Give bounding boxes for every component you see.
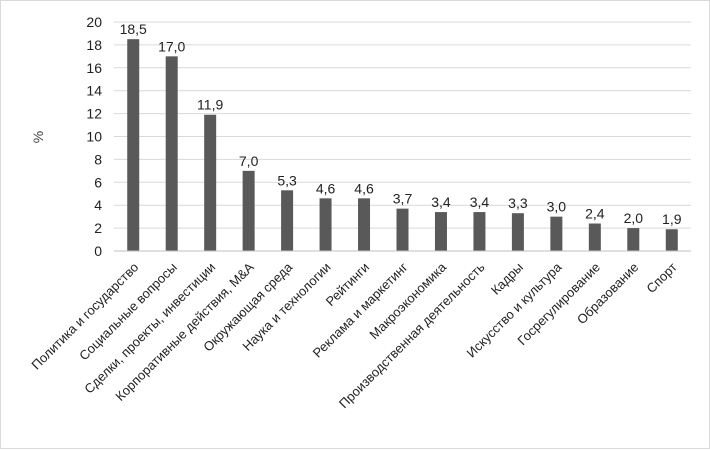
y-tick-label: 14 xyxy=(86,83,102,99)
data-label: 1,9 xyxy=(662,211,682,227)
data-label: 3,7 xyxy=(393,191,413,207)
y-tick-label: 0 xyxy=(94,243,102,259)
y-tick-label: 16 xyxy=(86,60,102,76)
bar xyxy=(627,228,640,251)
bar xyxy=(396,208,409,251)
y-tick-label: 18 xyxy=(86,37,102,53)
bar xyxy=(319,198,332,251)
y-axis-ticks: 0 2 4 6 8 10 12 14 16 18 20 xyxy=(86,14,102,259)
y-axis-label: % xyxy=(30,131,46,143)
data-label: 17,0 xyxy=(158,38,185,54)
data-label: 3,4 xyxy=(431,194,451,210)
data-label: 3,3 xyxy=(508,195,528,211)
bar xyxy=(281,190,294,251)
data-label: 4,6 xyxy=(316,180,336,196)
bar xyxy=(550,216,563,251)
data-label: 2,0 xyxy=(624,210,644,226)
y-tick-label: 4 xyxy=(94,197,102,213)
bar xyxy=(204,114,217,252)
y-tick-label: 10 xyxy=(86,129,102,145)
bar xyxy=(473,212,486,251)
bar xyxy=(434,212,447,251)
data-label: 2,4 xyxy=(585,206,605,222)
data-label: 11,9 xyxy=(197,97,223,113)
y-tick-label: 20 xyxy=(86,14,102,30)
data-label: 4,6 xyxy=(354,180,374,196)
data-label: 3,0 xyxy=(547,199,567,215)
data-labels: 18,5 17,0 11,9 7,0 5,3 4,6 4,6 3,7 3,4 3,4 3,3 3,0 2… xyxy=(120,21,682,227)
bar xyxy=(588,223,601,251)
y-tick-label: 2 xyxy=(94,220,102,236)
x-tick-label: Корпоративные действия, M&A xyxy=(112,259,257,404)
data-label: 3,4 xyxy=(470,194,490,210)
bar xyxy=(511,213,524,251)
data-label: 5,3 xyxy=(277,172,297,188)
y-tick-label: 12 xyxy=(86,106,102,122)
y-tick-label: 6 xyxy=(94,174,102,190)
data-label: 7,0 xyxy=(239,153,259,169)
data-label: 18,5 xyxy=(120,21,147,37)
bar xyxy=(165,56,178,251)
bar xyxy=(127,39,140,251)
bar xyxy=(665,229,678,251)
bar xyxy=(358,198,371,251)
y-tick-label: 8 xyxy=(94,151,102,167)
bar xyxy=(242,170,255,251)
bars xyxy=(127,39,678,252)
x-tick-label: Спорт xyxy=(643,259,679,295)
